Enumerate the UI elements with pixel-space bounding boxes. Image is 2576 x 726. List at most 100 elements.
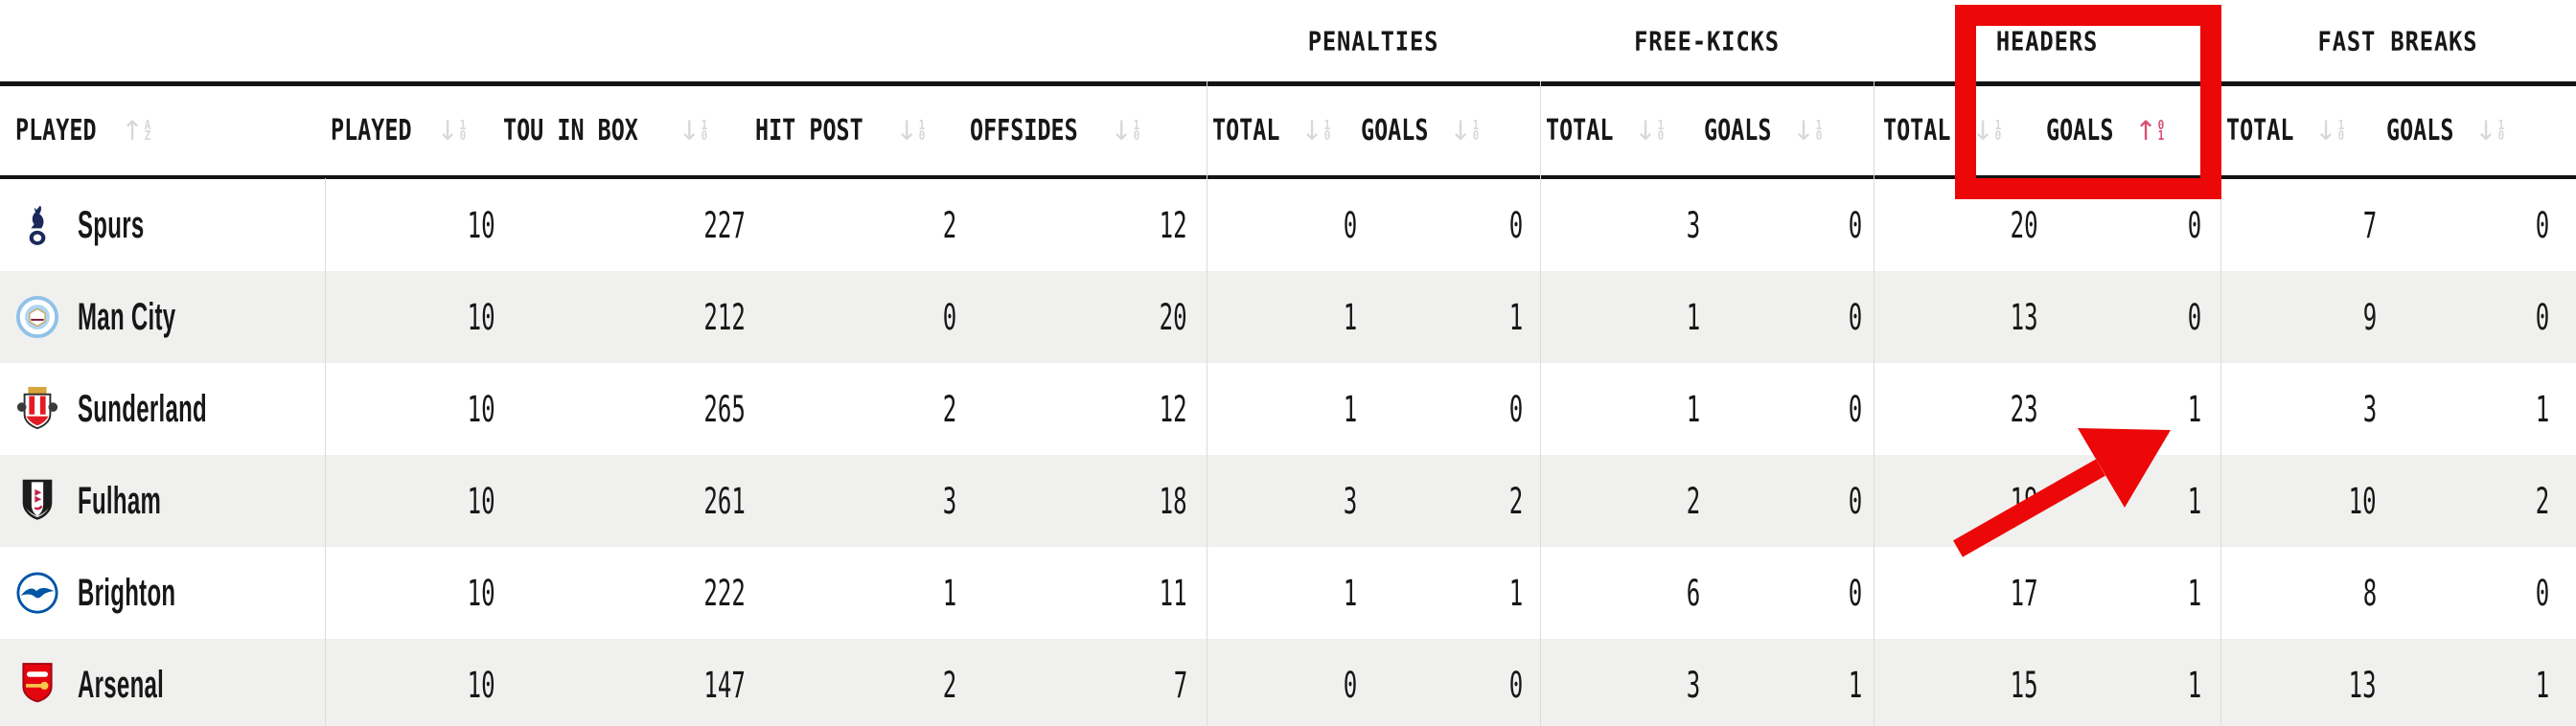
column-header-label: TOTAL [2226, 114, 2294, 147]
sort-icon[interactable]: ↓ 1 0 [1792, 114, 1822, 147]
stat-value: 1 [2187, 664, 2201, 706]
stat-value: 1 [1343, 388, 1357, 430]
sort-arrow-icon: ↓ [2474, 114, 2497, 147]
sort-order-bottom: 0 [918, 128, 926, 144]
sort-arrow-icon: ↓ [1792, 114, 1815, 147]
team-cell: Brighton [0, 547, 325, 639]
stat-value: 10 [2349, 480, 2377, 522]
sort-icon[interactable]: ↓ 1 0 [1300, 117, 1330, 145]
stat-cell: 20 [958, 271, 1207, 363]
column-header-goals[interactable]: GOALS ↓ 1 0 [2386, 86, 2576, 175]
sort-order-top: 1 [2337, 118, 2345, 133]
column-divider [1540, 81, 1541, 726]
sort-order-bottom: 0 [1994, 128, 2002, 144]
stat-cell: 0 [749, 271, 958, 363]
sort-icon[interactable]: ↓ 1 0 [1971, 117, 2002, 145]
sort-order-bottom: 0 [2497, 128, 2505, 144]
stat-value: 11 [1160, 572, 1187, 614]
sort-icon[interactable]: ↓ 1 0 [2474, 114, 2505, 147]
stat-value: 1 [1343, 572, 1357, 614]
stat-cell: 1 [2386, 639, 2576, 726]
sort-order-bottom: 0 [701, 128, 708, 144]
stat-cell: 0 [1704, 547, 1874, 639]
sort-icon[interactable]: ↓ 1 0 [678, 117, 708, 145]
sort-icon[interactable]: ↓ 1 0 [1111, 117, 1140, 145]
stat-value: 0 [1343, 664, 1357, 706]
stat-value: 20 [2011, 204, 2038, 246]
column-header-label: GOALS [1704, 114, 1772, 147]
column-header-total[interactable]: TOTAL ↓ 1 0 [2220, 86, 2386, 175]
stat-value: 0 [1848, 388, 1862, 430]
stat-cell: 0 [2046, 271, 2220, 363]
stat-cell: 12 [958, 363, 1207, 455]
team-name: Brighton [78, 571, 176, 614]
stat-value: 147 [703, 664, 746, 706]
stat-cell: 15 [1874, 639, 2046, 726]
team-name: Arsenal [78, 663, 165, 706]
header-bottom-rule [0, 175, 2576, 179]
sort-icon[interactable]: ↓ 1 0 [436, 117, 466, 145]
table-row-brighton[interactable]: Brighton 10 222 1 11 1 1 6 0 17 1 8 0 [0, 547, 2576, 639]
sort-icon[interactable]: ↓ 1 0 [1449, 117, 1479, 145]
column-header-label: GOALS [1361, 114, 1429, 147]
stat-cell: 2 [1540, 455, 1704, 547]
stat-value: 1 [2535, 664, 2549, 706]
table-row-fulham[interactable]: Fulham 10 261 3 18 3 2 2 0 19 1 10 2 [0, 455, 2576, 547]
column-header-goals[interactable]: GOALS ↓ 1 0 [1361, 86, 1540, 175]
group-label-penalties: PENALTIES [1307, 25, 1439, 57]
stat-cell: 7 [958, 639, 1207, 726]
stat-cell: 2 [1361, 455, 1540, 547]
table-row-man-city[interactable]: Man City 10 212 0 20 1 1 1 0 13 0 9 0 [0, 271, 2576, 363]
stat-value: 13 [2349, 664, 2377, 706]
sort-arrow-icon: ↓ [895, 114, 918, 147]
stat-value: 15 [2011, 664, 2038, 706]
stat-value: 10 [468, 480, 495, 522]
column-header-played[interactable]: PLAYED ↓ 1 0 [325, 86, 497, 175]
sort-icon[interactable]: ↓ 1 0 [2314, 117, 2345, 145]
sort-active-icon[interactable]: ↑ 0 1 [2134, 117, 2164, 145]
stat-value: 0 [1508, 664, 1523, 706]
stat-value: 261 [703, 480, 746, 522]
stat-value: 2 [942, 664, 956, 706]
stat-cell: 0 [1704, 179, 1874, 271]
column-header-goals[interactable]: GOALS ↓ 1 0 [1704, 86, 1874, 175]
table-row-arsenal[interactable]: Arsenal 10 147 2 7 0 0 3 1 15 1 13 1 [0, 639, 2576, 726]
column-header-total[interactable]: TOTAL ↓ 1 0 [1207, 86, 1361, 175]
sort-order-top: 1 [2497, 118, 2505, 133]
column-header-label: TOTAL [1546, 114, 1614, 147]
column-header-label: TOTAL [1212, 114, 1280, 147]
column-header-offsides[interactable]: OFFSIDES ↓ 1 0 [958, 86, 1207, 175]
column-header-played[interactable]: PLAYED ↑ A Z [0, 86, 325, 175]
column-header-goals[interactable]: GOALS ↑ 0 1 [2046, 86, 2220, 175]
stat-value: 17 [2011, 572, 2038, 614]
sort-icon[interactable]: ↑ A Z [121, 117, 150, 145]
table-row-sunderland[interactable]: Sunderland 10 265 2 12 1 0 1 0 23 1 3 1 [0, 363, 2576, 455]
column-header-tou-in-box[interactable]: TOU IN BOX ↓ 1 0 [497, 86, 749, 175]
column-header-total[interactable]: TOTAL ↓ 1 0 [1874, 86, 2046, 175]
stat-cell: 1 [2046, 455, 2220, 547]
sort-icon[interactable]: ↓ 1 0 [895, 114, 926, 147]
team-cell: Spurs [0, 179, 325, 271]
column-header-total[interactable]: TOTAL ↓ 1 0 [1540, 86, 1704, 175]
stat-value: 0 [2535, 296, 2549, 338]
stat-value: 1 [2187, 388, 2201, 430]
stat-value: 2 [2535, 480, 2549, 522]
stat-cell: 13 [1874, 271, 2046, 363]
stat-value: 0 [1848, 480, 1862, 522]
stat-value: 1 [942, 572, 956, 614]
group-label-free-kicks: FREE-KICKS [1634, 25, 1780, 57]
stat-value: 1 [1686, 296, 1700, 338]
stat-cell: 1 [1361, 271, 1540, 363]
sort-arrow-icon: ↓ [1634, 114, 1657, 147]
stat-cell: 20 [1874, 179, 2046, 271]
column-header-label: GOALS [2046, 114, 2114, 147]
column-header-hit-post[interactable]: HIT POST ↓ 1 0 [749, 86, 958, 175]
sort-order-bottom: 0 [1133, 128, 1140, 144]
stat-value: 227 [703, 204, 746, 246]
sort-icon[interactable]: ↓ 1 0 [1634, 114, 1664, 147]
